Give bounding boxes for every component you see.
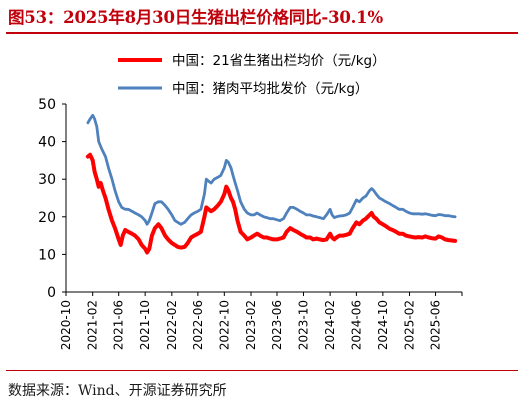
pork-wholesale-series-line [86,113,457,226]
source-note: 数据来源：Wind、开源证券研究所 [8,383,227,399]
chart-title: 图53：2025年8月30日生猪出栏价格同比-30.1% [8,8,383,27]
x-tick-label: 2022-06 [191,300,205,350]
legend-label: 中国：21省生猪出栏均价（元/kg） [172,53,386,69]
x-tick-label: 2025-06 [429,300,443,350]
x-tick-label: 2025-02 [403,300,417,350]
hog-price-series-line [85,152,458,255]
y-tick-label: 0 [47,285,56,301]
x-tick-label: 2021-02 [86,300,100,350]
y-tick-label: 40 [38,135,56,151]
y-tick-label: 30 [38,172,56,188]
y-tick-label: 20 [38,210,56,226]
x-tick-label: 2024-10 [376,300,390,350]
title-divider [6,32,518,34]
x-tick-label: 2020-10 [59,300,73,350]
series-group [85,113,458,255]
x-tick-label: 2023-02 [244,300,258,350]
x-tick-label: 2023-10 [296,300,310,350]
y-tick-label: 10 [38,247,56,263]
chart-legend: 中国：21省生猪出栏均价（元/kg） 中国：猪肉平均批发价（元/kg） [118,53,386,97]
x-tick-label: 2021-10 [138,300,152,350]
footer-divider [6,370,518,371]
x-axis: 2020-10 2021-02 2021-06 2021-10 2022-02 2022-… [59,291,463,350]
price-line-chart: 中国：21省生猪出栏均价（元/kg） 中国：猪肉平均批发价（元/kg） 0 10 20… [38,53,463,350]
x-tick-label: 2022-10 [217,300,231,350]
legend-label: 中国：猪肉平均批发价（元/kg） [172,81,368,97]
x-tick-label: 2024-06 [349,300,363,350]
x-tick-label: 2023-06 [270,300,284,350]
y-tick-label: 50 [38,97,56,113]
x-tick-label: 2024-02 [323,300,337,350]
x-tick-label: 2021-06 [112,300,126,350]
y-axis: 0 10 20 30 40 50 [38,97,67,301]
x-tick-label: 2022-02 [165,300,179,350]
